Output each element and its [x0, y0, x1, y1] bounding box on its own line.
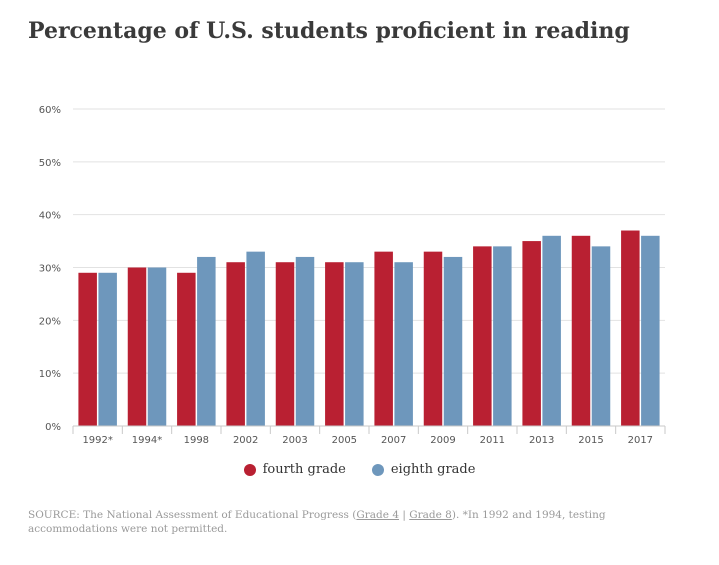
x-tick-label: 2002	[233, 435, 258, 446]
bars	[78, 230, 660, 426]
x-tick-label: 2003	[282, 435, 307, 446]
fourth-grade-bar	[226, 262, 245, 426]
fourth-grade-bar	[621, 230, 640, 426]
x-tick-label: 2017	[628, 435, 653, 446]
grade-8-link[interactable]: Grade 8	[409, 509, 452, 521]
y-tick-label: 40%	[39, 211, 61, 222]
eighth-grade-bar	[443, 256, 463, 426]
y-tick-label: 30%	[39, 264, 61, 275]
eighth-grade-bar	[98, 272, 117, 426]
eighth-grade-bar	[493, 246, 512, 426]
fourth-grade-bar	[325, 262, 344, 426]
legend-item-eighth-grade: eighth grade	[371, 462, 476, 477]
eighth-grade-bar	[345, 262, 364, 426]
y-axis-ticks: 0% 10% 20% 30% 40% 50% 60%	[39, 105, 61, 433]
x-tick-label: 1998	[184, 435, 209, 446]
y-tick-label: 60%	[39, 105, 61, 116]
eighth-grade-bar	[542, 235, 561, 426]
fourth-grade-swatch	[243, 463, 256, 476]
y-tick-label: 10%	[39, 369, 61, 380]
y-tick-label: 0%	[45, 422, 61, 433]
eighth-grade-bar	[147, 267, 167, 426]
eighth-grade-swatch	[371, 463, 384, 476]
chart-title: Percentage of U.S. students proficient i…	[28, 18, 630, 44]
eighth-grade-bar	[641, 235, 660, 426]
source-separator: |	[399, 509, 410, 521]
x-axis: 1992* 1994* 1998 2002 2003 2005 2007 2009 2011 20…	[72, 425, 666, 446]
bar-chart: 0% 10% 20% 30% 40% 50% 60% 1992* 1994* 1998 2002 2…	[39, 105, 666, 446]
x-tick-label: 1994*	[132, 435, 162, 446]
x-tick-label: 2009	[430, 435, 455, 446]
fourth-grade-bar	[522, 241, 541, 426]
eighth-grade-bar	[591, 246, 611, 426]
x-tick-label: 2011	[480, 435, 505, 446]
eighth-grade-bar	[295, 256, 315, 426]
gridlines	[73, 108, 665, 374]
fourth-grade-bar	[78, 272, 97, 426]
source-suffix: ). *In 1992 and 1994, testing accommodat…	[28, 509, 606, 535]
x-tick-label: 2005	[332, 435, 357, 446]
legend-item-fourth-grade: fourth grade	[243, 462, 346, 477]
source-prefix: SOURCE: The National Assessment of Educa…	[28, 509, 357, 521]
grade-4-link[interactable]: Grade 4	[356, 509, 400, 521]
fourth-grade-bar	[571, 235, 591, 426]
legend-label-fourth-grade: fourth grade	[262, 462, 346, 477]
legend-label-eighth-grade: eighth grade	[390, 462, 476, 477]
fourth-grade-bar	[275, 262, 295, 426]
y-tick-label: 50%	[39, 158, 61, 169]
y-tick-label: 20%	[39, 316, 61, 327]
fourth-grade-bar	[374, 251, 393, 426]
legend: fourth grade eighth grade	[0, 462, 719, 477]
x-tick-label: 1992*	[82, 435, 112, 446]
x-tick-label: 2013	[529, 435, 554, 446]
fourth-grade-bar	[473, 246, 492, 426]
source-note: SOURCE: The National Assessment of Educa…	[28, 508, 678, 536]
fourth-grade-bar	[423, 251, 443, 426]
x-tick-label: 2015	[578, 435, 603, 446]
fourth-grade-bar	[127, 267, 147, 426]
fourth-grade-bar	[177, 272, 196, 426]
eighth-grade-bar	[394, 262, 413, 426]
eighth-grade-bar	[246, 251, 265, 426]
x-tick-label: 2007	[381, 435, 406, 446]
eighth-grade-bar	[197, 256, 216, 426]
